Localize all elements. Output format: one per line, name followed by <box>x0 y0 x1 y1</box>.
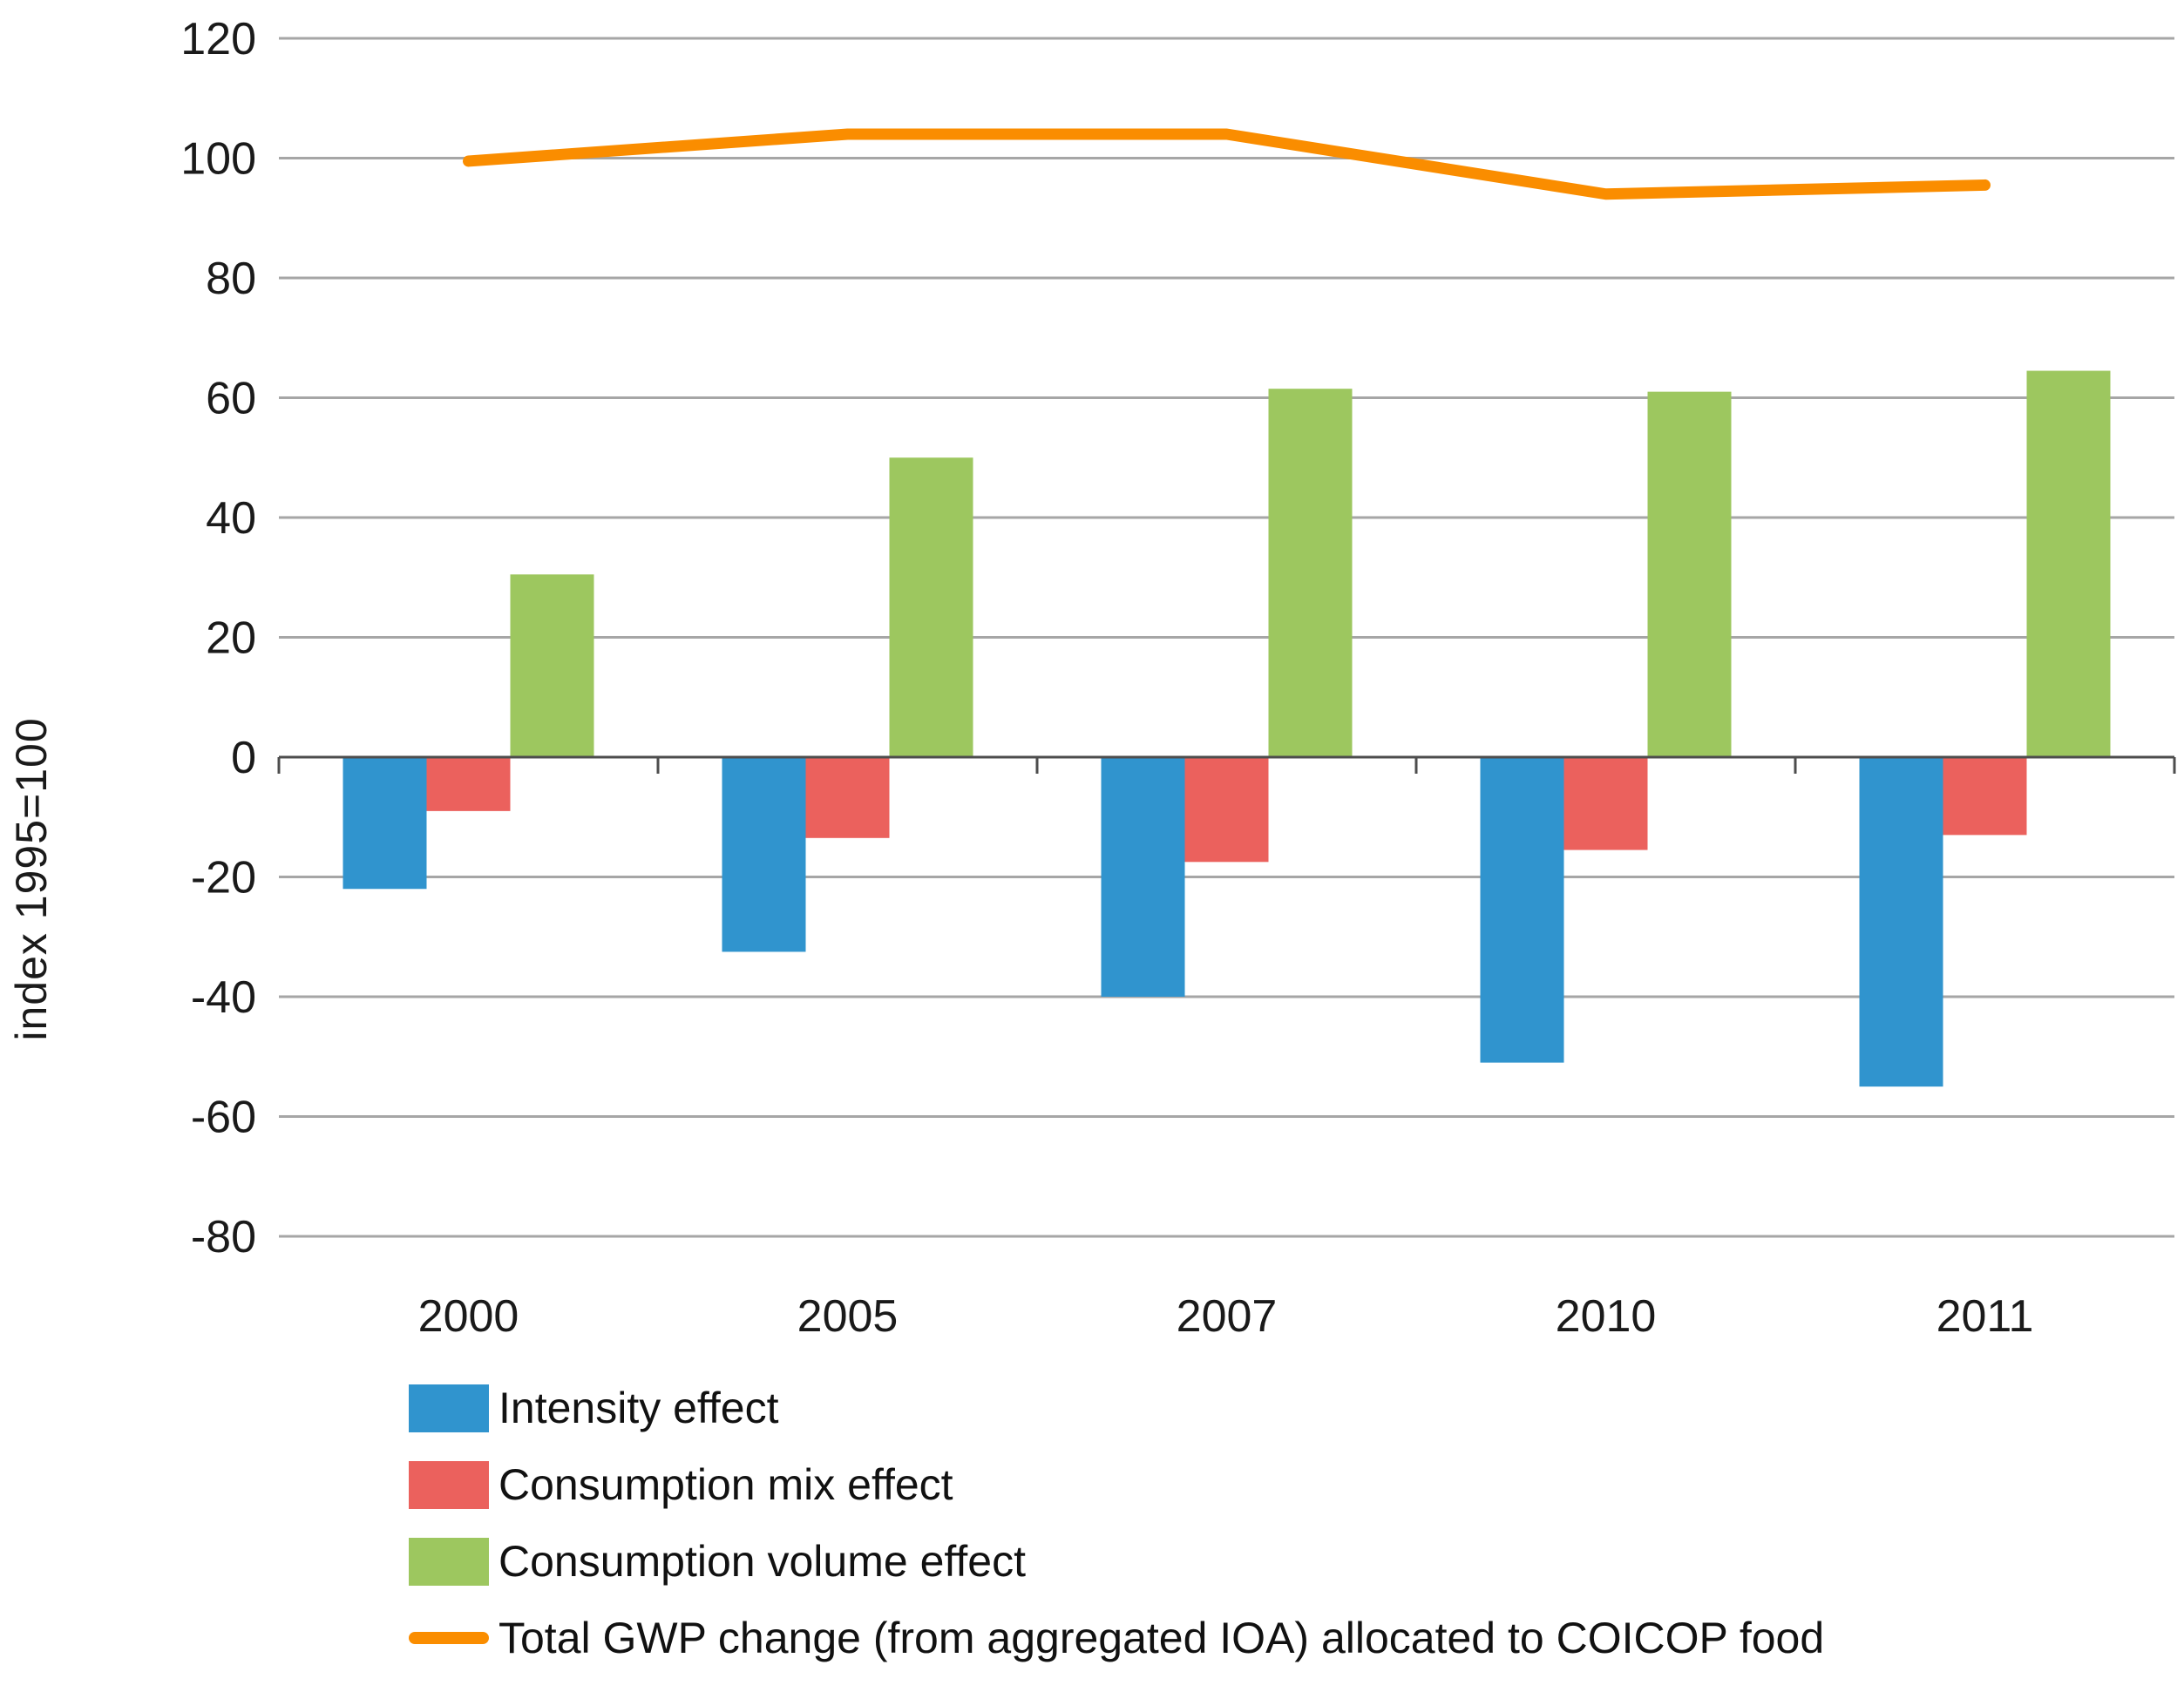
x-axis-label-2011: 2011 <box>1936 1291 2034 1342</box>
bar-consumption-2007 <box>1184 757 1269 863</box>
x-axis-label-2000: 2000 <box>418 1291 519 1342</box>
total-gwp-line <box>463 128 1991 200</box>
bar-intensity-2000 <box>343 757 427 890</box>
y-axis-tick-label-80: 80 <box>206 254 256 304</box>
y-axis-tick-label--60: -60 <box>191 1093 256 1143</box>
y-axis-tick-label-60: 60 <box>206 374 256 424</box>
y-axis-title: index 1995=100 <box>7 717 56 1041</box>
y-axis-tick-label--40: -40 <box>191 972 256 1023</box>
bar-consumption-2000 <box>426 757 511 811</box>
legend-swatch-volume-icon <box>409 1537 489 1586</box>
bar-intensity-2010 <box>1480 757 1564 1063</box>
bar-consumption-2000 <box>510 574 594 757</box>
bar-intensity-2011 <box>1859 757 1943 1087</box>
legend-item-consumption-volume-effect: Consumption volume effect <box>409 1523 1824 1600</box>
bar-intensity-2007 <box>1101 757 1185 997</box>
legend: Intensity effect Consumption mix effect … <box>409 1370 1824 1676</box>
bar-consumption-2007 <box>1268 389 1353 757</box>
bar-consumption-2010 <box>1647 391 1732 757</box>
legend-item-total-gwp-line: Total GWP change (from aggregated IOA) a… <box>409 1600 1824 1676</box>
y-axis-tick-label-100: 100 <box>180 134 256 185</box>
y-axis-tick-label-40: 40 <box>206 493 256 544</box>
y-axis-tick-label--20: -20 <box>191 853 256 904</box>
y-axis-tick-label-120: 120 <box>180 14 256 64</box>
legend-swatch-mix-icon <box>409 1460 489 1509</box>
x-axis-label-2010: 2010 <box>1556 1291 1657 1342</box>
bar-consumption-2011 <box>2026 370 2111 757</box>
y-axis-tick-label-20: 20 <box>206 613 256 664</box>
bar-consumption-2005 <box>889 457 973 757</box>
y-axis-tick-label--80: -80 <box>191 1212 256 1262</box>
legend-swatch-total-line-icon <box>409 1632 489 1644</box>
legend-item-consumption-mix-effect: Consumption mix effect <box>409 1446 1824 1523</box>
legend-item-intensity-effect: Intensity effect <box>409 1370 1824 1446</box>
bar-consumption-2005 <box>805 757 890 838</box>
legend-label-total-line: Total GWP change (from aggregated IOA) a… <box>499 1614 1825 1662</box>
legend-swatch-intensity-icon <box>409 1384 489 1432</box>
y-axis-tick-label-0: 0 <box>231 733 256 783</box>
x-axis-label-2005: 2005 <box>797 1291 899 1342</box>
legend-label-mix: Consumption mix effect <box>499 1460 953 1509</box>
x-axis-label-2007: 2007 <box>1177 1291 1278 1342</box>
bar-consumption-2011 <box>1943 757 2027 836</box>
legend-label-volume: Consumption volume effect <box>499 1537 1026 1586</box>
bar-intensity-2005 <box>722 757 806 952</box>
legend-label-intensity: Intensity effect <box>499 1384 779 1432</box>
bar-consumption-2010 <box>1563 757 1648 850</box>
